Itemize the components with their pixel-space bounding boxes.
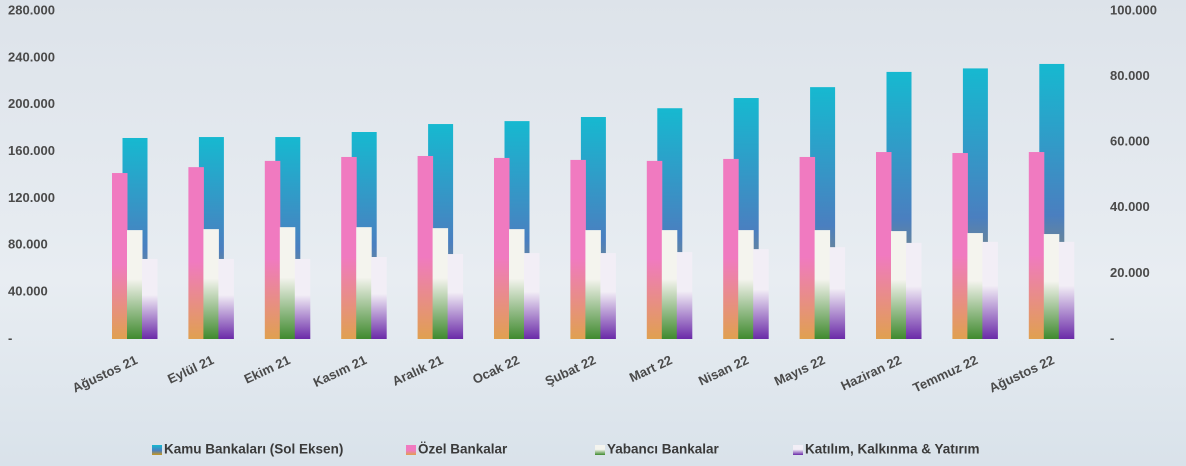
y-tick-label: 80.000 [8,237,48,252]
legend-label: Yabancı Bankalar [607,442,720,457]
legend-swatch [595,445,605,455]
y-tick-label: 280.000 [8,2,55,17]
bar [646,160,663,339]
bar [814,230,831,339]
bar [906,242,922,339]
bar [112,173,128,339]
bar [524,253,540,339]
legend-label: Katılım, Kalkınma & Yatırım [805,442,980,457]
bar [509,229,525,339]
bar [1028,152,1045,339]
legend-label: Kamu Bankaları (Sol Eksen) [164,442,343,457]
bar [218,258,234,339]
y2-tick-label: 20.000 [1110,265,1150,280]
y2-tick-label: 60.000 [1110,134,1150,149]
legend-label: Özel Bankalar [418,442,508,457]
bar [494,157,510,339]
bar [570,159,586,339]
bar [600,253,616,339]
bar [203,229,219,339]
bar [876,152,892,339]
bar [188,167,204,339]
bar [371,257,387,339]
bar [432,228,449,339]
legend-swatch [406,445,416,455]
bar [417,155,434,339]
bar [952,153,968,339]
bar [585,230,601,339]
y-tick-label: 240.000 [8,49,55,64]
y-tick-label: - [8,330,12,345]
legend-swatch [152,445,162,455]
bar [982,241,998,339]
bar [1058,241,1075,339]
y-tick-label: 160.000 [8,143,55,158]
legend-swatch [793,445,803,455]
y2-tick-label: 80.000 [1110,68,1150,83]
bar [891,231,907,339]
bar [127,230,143,339]
bar [1043,234,1060,339]
y2-tick-label: 100.000 [1110,2,1157,17]
bar [142,258,158,339]
y2-tick-label: 40.000 [1110,199,1150,214]
bar [967,233,983,339]
bar [264,160,281,339]
bar [723,158,739,339]
y-tick-label: 40.000 [8,284,48,299]
bar [829,247,846,339]
bar [447,254,464,339]
bar [799,156,816,339]
bar [341,156,357,339]
bar [356,227,372,339]
bar [676,252,693,339]
y-tick-label: 200.000 [8,96,55,111]
bar [294,258,311,339]
legend: Kamu Bankaları (Sol Eksen) Özel Bankalar Y… [152,442,980,457]
bar [753,249,769,339]
bar [661,230,678,339]
bar [279,227,296,339]
bar [738,230,754,339]
y-tick-label: 120.000 [8,190,55,205]
y2-tick-label: - [1110,330,1114,345]
